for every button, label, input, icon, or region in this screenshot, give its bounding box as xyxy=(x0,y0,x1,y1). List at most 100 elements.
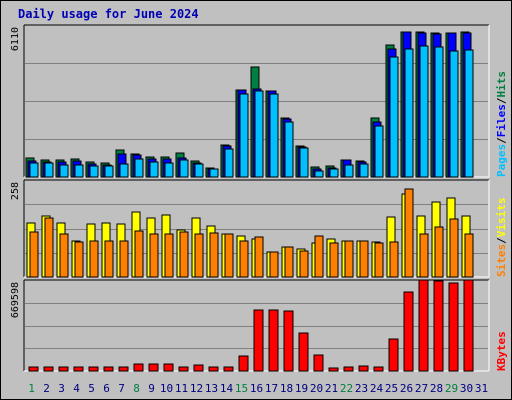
pages-bar xyxy=(359,163,369,178)
pages-bar xyxy=(134,158,144,178)
sites-bar xyxy=(464,233,474,278)
day-label: 24 xyxy=(370,382,384,395)
day-label: 15 xyxy=(235,382,248,395)
day-label: 1 xyxy=(28,382,35,395)
sites-bar xyxy=(434,226,444,278)
day-label: 10 xyxy=(160,382,173,395)
pages-bar xyxy=(389,56,399,178)
sites-bar xyxy=(449,218,459,278)
kbytes-bar xyxy=(178,366,189,372)
pages-bar xyxy=(44,162,54,178)
pages-bar xyxy=(314,170,324,178)
kbytes-bar xyxy=(433,280,444,372)
pages-bar xyxy=(299,147,309,178)
day-label: 27 xyxy=(415,382,428,395)
sites-bar xyxy=(374,242,384,278)
legend-separator: / xyxy=(495,237,508,244)
day-label: 4 xyxy=(73,382,80,395)
sites-bar xyxy=(239,240,249,278)
sites-bar xyxy=(404,188,414,278)
day-label: 31 xyxy=(475,382,488,395)
pages-bar xyxy=(29,162,39,178)
panel-3-y-max-label: 669598 xyxy=(10,282,21,318)
day-label: 25 xyxy=(385,382,398,395)
pages-bar xyxy=(59,164,69,178)
sites-bar xyxy=(89,240,99,278)
panel-2-legend: Sites/Visits xyxy=(495,198,508,278)
day-label: 7 xyxy=(118,382,125,395)
kbytes-bar xyxy=(313,354,324,372)
legend-separator: / xyxy=(495,97,508,104)
pages-bar xyxy=(464,49,474,178)
panel-2-y-max-label: 258 xyxy=(10,182,21,200)
sites-bar xyxy=(44,217,54,278)
sites-bar xyxy=(224,233,234,278)
panel-1-y-max-label: 6110 xyxy=(10,27,21,51)
pages-bar xyxy=(404,48,414,178)
sites-bar xyxy=(329,242,339,278)
kbytes-bar xyxy=(88,366,99,372)
kbytes-bar xyxy=(403,291,414,372)
kbytes-bar xyxy=(118,366,129,372)
sites-bar xyxy=(134,230,144,278)
pages-bar xyxy=(344,164,354,178)
day-label: 18 xyxy=(280,382,293,395)
kbytes-bar xyxy=(343,366,354,372)
kbytes-bar xyxy=(193,364,204,372)
graph-title: Daily usage for June 2024 xyxy=(18,7,199,21)
kbytes-bar xyxy=(58,366,69,372)
sites-bar xyxy=(194,233,204,278)
day-label: 19 xyxy=(295,382,308,395)
kbytes-bar xyxy=(223,366,234,372)
kbytes-bar xyxy=(133,363,144,372)
day-label: 29 xyxy=(445,382,458,395)
kbytes-bar xyxy=(43,366,54,372)
sites-bar xyxy=(119,240,129,278)
kbytes-bar xyxy=(448,282,459,372)
pages-bar xyxy=(89,165,99,178)
sites-bar xyxy=(29,231,39,278)
sites-bar xyxy=(104,240,114,278)
pages-bar xyxy=(434,46,444,178)
kbytes-bar xyxy=(373,366,384,372)
day-label: 23 xyxy=(355,382,368,395)
kbytes-bar xyxy=(148,363,159,372)
sites-bar xyxy=(209,232,219,278)
sites-bar xyxy=(344,240,354,278)
day-label: 9 xyxy=(148,382,155,395)
sites-bar xyxy=(269,251,279,278)
sites-bar xyxy=(74,241,84,278)
legend-entry-sites: Sites xyxy=(495,244,508,277)
pages-bar xyxy=(179,159,189,178)
pages-bar xyxy=(104,165,114,178)
day-label: 22 xyxy=(340,382,353,395)
kbytes-bar xyxy=(283,310,294,372)
sites-bar xyxy=(284,246,294,278)
sites-bar xyxy=(254,236,264,278)
sites-bar xyxy=(59,233,69,278)
legend-entry-files: Files xyxy=(495,104,508,137)
day-label: 21 xyxy=(325,382,338,395)
pages-bar xyxy=(269,93,279,178)
sites-bar xyxy=(314,235,324,278)
pages-bar xyxy=(329,168,339,178)
pages-bar xyxy=(119,163,129,178)
kbytes-bar xyxy=(103,366,114,372)
day-label: 17 xyxy=(265,382,278,395)
day-label: 28 xyxy=(430,382,443,395)
day-label: 13 xyxy=(205,382,218,395)
pages-bar xyxy=(209,168,219,178)
day-label: 20 xyxy=(310,382,323,395)
kbytes-bar xyxy=(463,279,474,372)
kbytes-bar xyxy=(358,365,369,372)
pages-bar xyxy=(254,90,264,178)
day-label: 6 xyxy=(103,382,110,395)
kbytes-bar xyxy=(73,366,84,372)
legend-entry-hits: Hits xyxy=(495,71,508,98)
legend-entry-kbytes: KBytes xyxy=(495,331,508,371)
pages-bar xyxy=(224,148,234,178)
day-label: 30 xyxy=(460,382,473,395)
day-label: 3 xyxy=(58,382,65,395)
